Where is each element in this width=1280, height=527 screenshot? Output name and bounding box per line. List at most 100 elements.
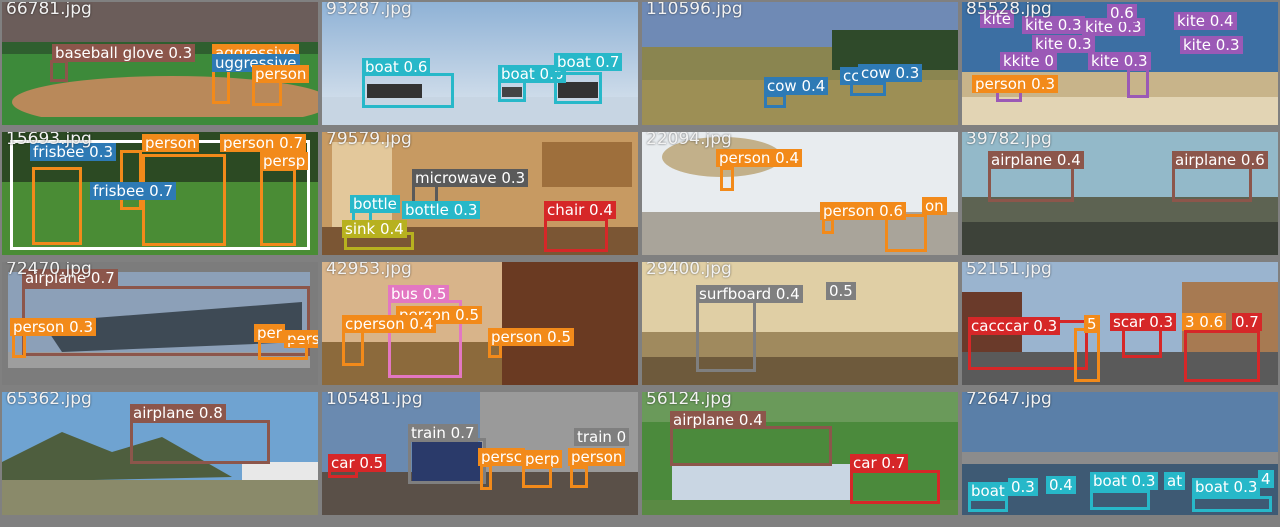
detection-label: airplane 0.4 (670, 411, 766, 429)
image-filename: 79579.jpg (326, 132, 412, 149)
detection-box-airplane (670, 426, 832, 466)
image-filename: 66781.jpg (6, 2, 92, 19)
detection-label: microwave 0.3 (412, 169, 529, 187)
detection-label: pers (284, 330, 318, 348)
detection-label: person (142, 134, 200, 152)
detection-label: 3 0.6 (1182, 313, 1227, 331)
detection-label: 0.7 (1232, 313, 1262, 331)
tile-85528: kite kite 0.3 kite 0.3 0.6 kite 0.4 kite… (962, 2, 1278, 125)
detection-box-person (252, 80, 282, 106)
image-filename: 39782.jpg (966, 132, 1052, 149)
image-filename: 29400.jpg (646, 262, 732, 279)
detection-box-person (342, 330, 364, 366)
detection-label: bus 0.5 (388, 285, 450, 303)
detection-label: sink 0.4 (342, 220, 407, 238)
detection-box-car (850, 470, 940, 504)
image-filename: 15693.jpg (6, 132, 92, 149)
detection-box-person (570, 466, 588, 488)
detection-box-airplane (1172, 166, 1252, 202)
detection-label: car 0.5 (328, 454, 387, 472)
detection-label: airplane 0.8 (130, 404, 226, 422)
detection-label: boat 0.6 (362, 58, 431, 76)
detection-label: kkite 0 (1000, 52, 1057, 70)
tile-110596: cow 0.4 cc cow 0.3 110596.jpg (642, 2, 958, 125)
tile-65362: airplane 0.8 65362.jpg (2, 392, 318, 515)
detection-label: car 0.7 (850, 454, 909, 472)
detection-label: baseball glove 0.3 (52, 44, 196, 62)
detection-label: per (254, 324, 285, 342)
tile-56124: airplane 0.4 car 0.7 56124.jpg (642, 392, 958, 515)
detection-label: person (252, 65, 310, 83)
detection-box-person (720, 167, 734, 191)
image-filename: 42953.jpg (326, 262, 412, 279)
detection-label: airplane 0.4 (988, 151, 1084, 169)
detection-label: boat (968, 482, 1008, 500)
detection-label: bottle 0.3 (402, 201, 481, 219)
tile-42953: bus 0.5 person 0.5 cperson 0.4 person 0.… (322, 262, 638, 385)
detection-label: person 0.3 (10, 318, 97, 336)
detection-label: cc (840, 67, 863, 85)
detection-label: cperson 0.4 (342, 315, 437, 333)
detection-label: 4 (1258, 470, 1274, 488)
detection-label: kite 0.3 (1022, 16, 1085, 34)
detection-label: bottle (350, 195, 400, 213)
detection-box-boat (1090, 490, 1150, 510)
detection-label: kite 0.3 (1032, 35, 1095, 53)
tile-79579: microwave 0.3 bottle bottle 0.3 sink 0.4… (322, 132, 638, 255)
tile-72647: boat 0.3 0.4 boat 0.3 at boat 0.3 4 7264… (962, 392, 1278, 515)
tile-39782: airplane 0.4 airplane 0.6 39782.jpg (962, 132, 1278, 255)
image-filename: 52151.jpg (966, 262, 1052, 279)
detection-box-cow (850, 82, 886, 96)
tile-29400: surfboard 0.4 0.5 29400.jpg (642, 262, 958, 385)
detection-box-boat (1192, 496, 1272, 512)
detection-label: boat 0.6 (498, 65, 567, 83)
detection-box-person (258, 340, 308, 360)
detection-label: persp (260, 152, 309, 170)
tile-52151: cacccar 0.3 5 scar 0.3 3 0.6 0.7 52151.j… (962, 262, 1278, 385)
detection-label: 0.6 (1107, 4, 1137, 22)
detection-label: airplane 0.7 (22, 269, 118, 287)
detection-box-person (822, 218, 834, 234)
detection-label: frisbee 0.3 (30, 143, 117, 161)
detection-label: train 0.7 (408, 424, 478, 442)
tile-22094: person 0.4 person 0.6 on 22094.jpg (642, 132, 958, 255)
image-filename: 72470.jpg (6, 262, 92, 279)
image-filename: 72647.jpg (966, 392, 1052, 409)
detection-box-person (120, 150, 142, 210)
detection-label: person 0.6 (820, 202, 907, 220)
detection-label: kite 0.3 (1088, 52, 1151, 70)
detection-label: person 0.7 (220, 134, 307, 152)
detection-box-boat (498, 80, 526, 102)
detection-label: 5 (1084, 315, 1100, 333)
detection-label: frisbee 0.7 (90, 182, 177, 200)
detection-box-chair (544, 218, 608, 252)
detection-label: 0.5 (826, 282, 856, 300)
detection-box-train (408, 438, 486, 484)
scene-surf (642, 262, 958, 385)
image-filename: 85528.jpg (966, 2, 1052, 19)
detection-box-person (1074, 328, 1100, 382)
detection-box-airplane (130, 420, 270, 464)
detection-label: cacccar 0.3 (968, 317, 1061, 335)
detection-box-surfboard (696, 300, 756, 372)
detection-box-person (260, 168, 296, 246)
detection-label: kite (980, 10, 1014, 28)
tile-72470: airplane 0.7 person 0.3 per pers 72470.j… (2, 262, 318, 385)
detection-label: person 0.4 (716, 149, 803, 167)
detection-box-person (522, 466, 552, 488)
tile-66781: baseball glove 0.3 aggressive uggressive… (2, 2, 318, 125)
image-filename: 56124.jpg (646, 392, 732, 409)
detection-label: scar 0.3 (1110, 313, 1177, 331)
detection-label: 0.3 (1008, 478, 1038, 496)
image-filename: 65362.jpg (6, 392, 92, 409)
detection-box-person (480, 464, 492, 490)
image-filename: 22094.jpg (646, 132, 732, 149)
detection-label: surfboard 0.4 (696, 285, 803, 303)
detection-box-cow (764, 94, 786, 108)
detection-box-kite (1127, 68, 1149, 98)
tile-15693: frisbee 0.3 person person 0.7 frisbee 0.… (2, 132, 318, 255)
detection-label: person 0.5 (488, 328, 575, 346)
detection-label: on (922, 197, 947, 215)
detection-label: person (568, 448, 626, 466)
